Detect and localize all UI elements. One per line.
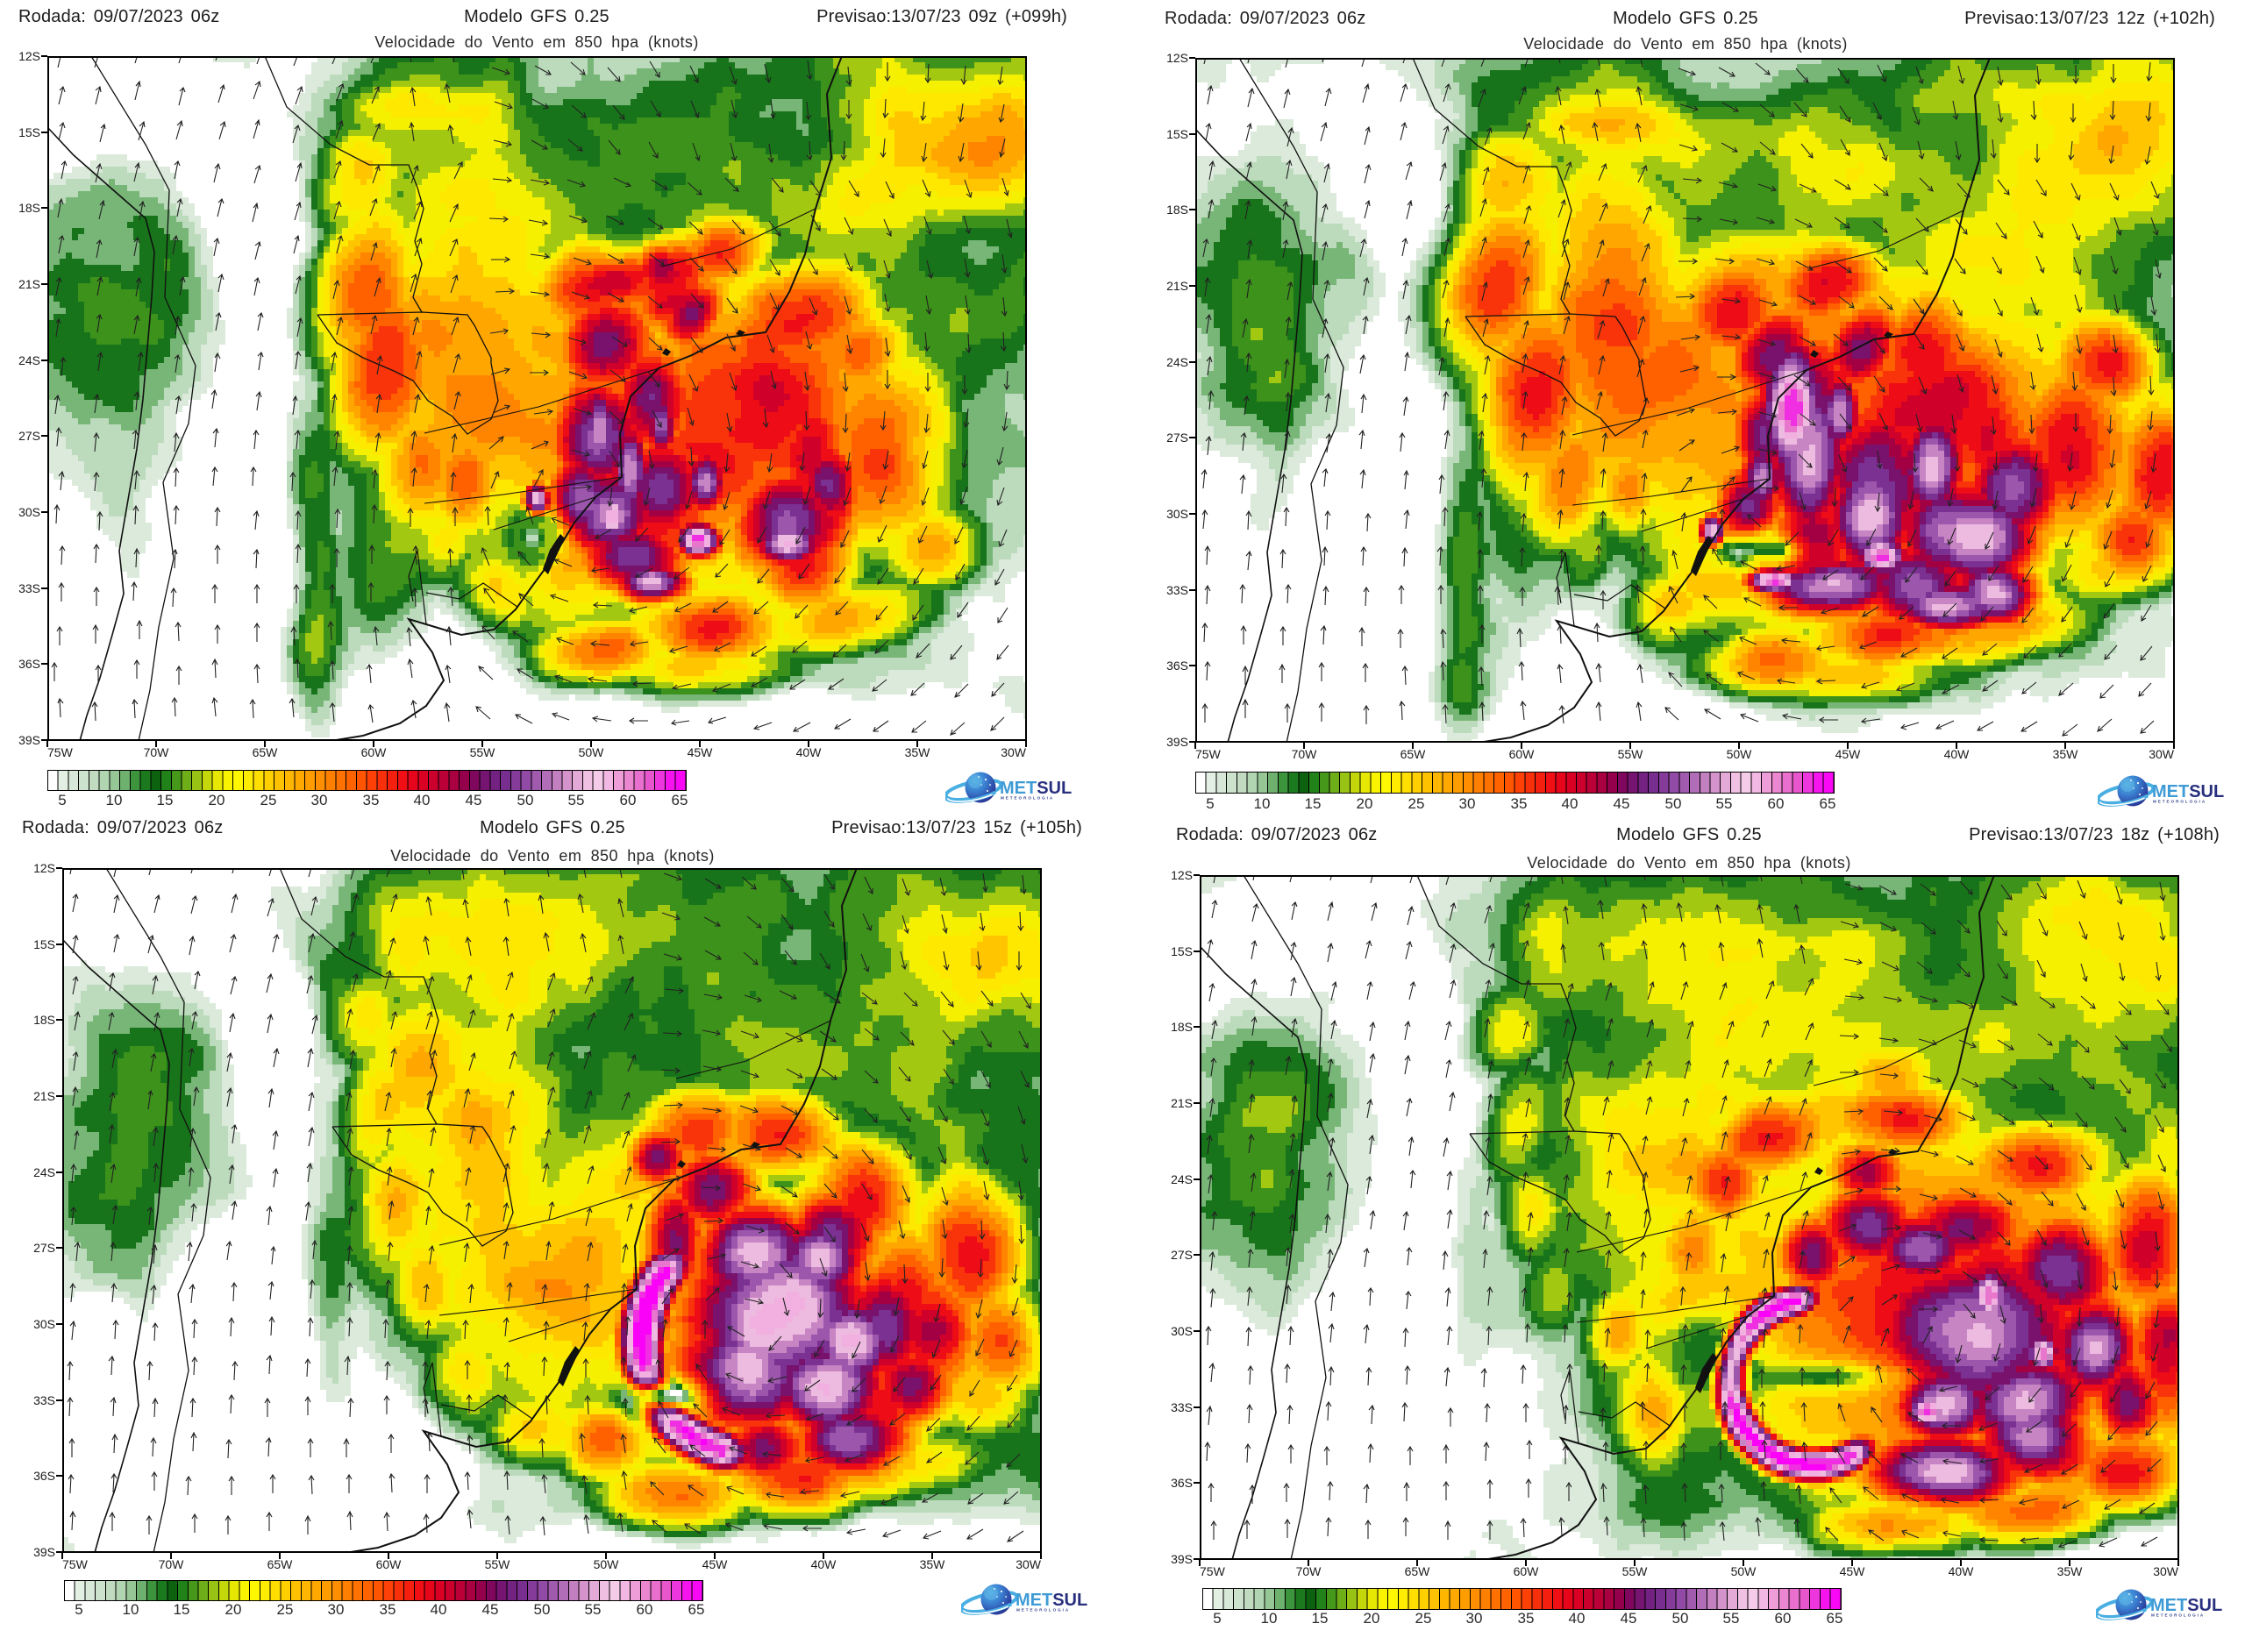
svg-text:METSUL: METSUL bbox=[1016, 1591, 1087, 1610]
svg-text:METEOROLOGIA: METEOROLOGIA bbox=[2151, 1613, 2205, 1618]
svg-text:METSUL: METSUL bbox=[2150, 1596, 2222, 1615]
svg-text:METEOROLOGIA: METEOROLOGIA bbox=[1016, 1608, 1070, 1613]
svg-text:METEOROLOGIA: METEOROLOGIA bbox=[2153, 800, 2206, 804]
svg-text:METSUL: METSUL bbox=[1000, 779, 1072, 798]
svg-text:METSUL: METSUL bbox=[2152, 782, 2224, 801]
svg-text:METEOROLOGIA: METEOROLOGIA bbox=[1001, 796, 1054, 801]
